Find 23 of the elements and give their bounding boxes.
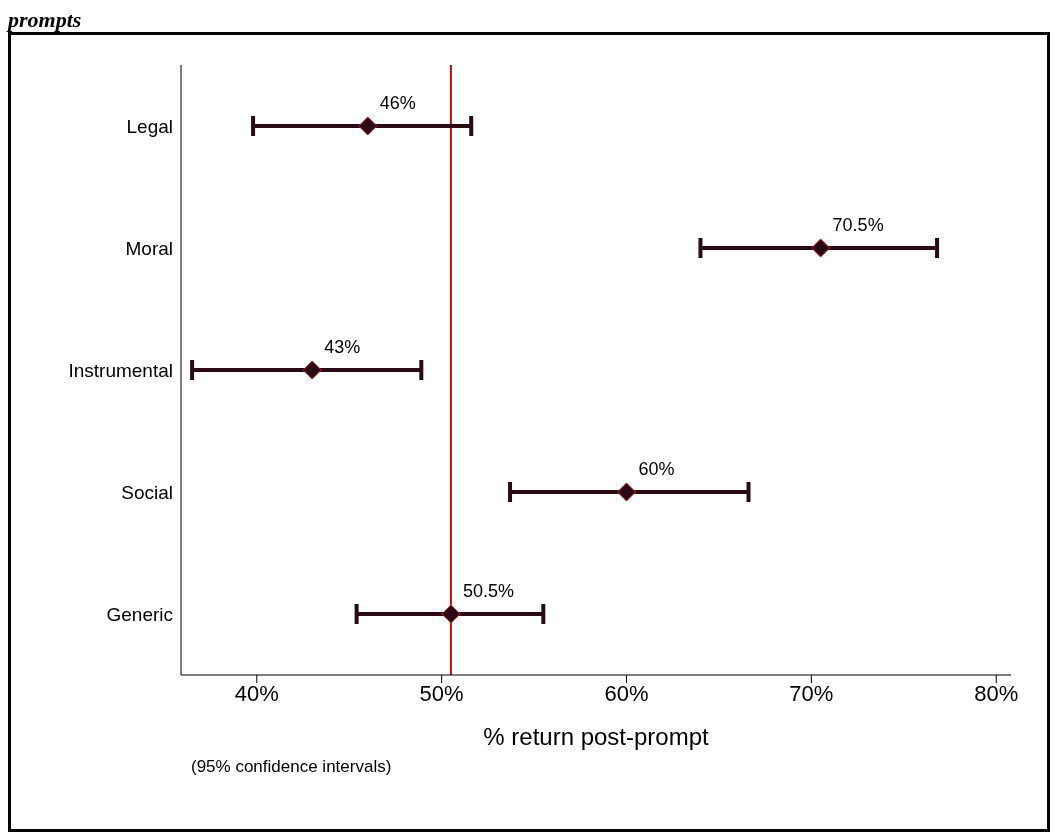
- data-label: 46%: [379, 93, 416, 114]
- chart-title: prompts: [8, 7, 83, 32]
- x-axis-title: % return post-prompt: [483, 723, 710, 750]
- x-tick-label: 80%: [974, 680, 1019, 706]
- x-tick-label: 40%: [234, 680, 279, 706]
- data-label: 60%: [638, 459, 675, 480]
- point: [617, 482, 636, 502]
- text: (95% confidence intervals): [191, 757, 393, 777]
- point: [358, 116, 378, 136]
- point: [441, 604, 461, 624]
- y-tick-label: Legal: [126, 115, 173, 137]
- y-tick-label: Generic: [106, 603, 173, 625]
- x-tick-label: 70%: [789, 680, 834, 706]
- point: [811, 238, 831, 258]
- y-tick-label: Instrumental: [68, 359, 173, 381]
- data-label: 43%: [324, 337, 361, 358]
- data-label: 50.5%: [462, 581, 514, 602]
- x-tick-label: 50%: [419, 680, 464, 706]
- y-tick-label: Moral: [125, 237, 173, 259]
- x-tick-label: 60%: [604, 680, 649, 706]
- y-tick-label: Social: [121, 481, 173, 503]
- data-label: 70.5%: [832, 215, 884, 236]
- point: [302, 360, 322, 380]
